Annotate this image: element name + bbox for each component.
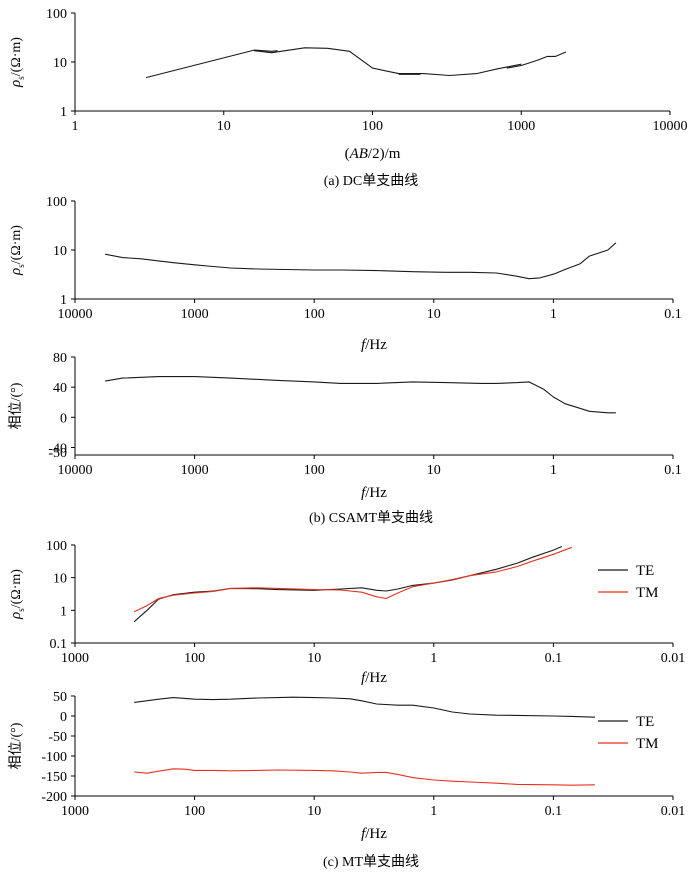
- dc-curve-panel: 1 10 100 1000 10000 1 10 100 (AB/2)/m ρs/(Ω·m): [8, 7, 688, 162]
- legend-label-tm: TM: [636, 736, 659, 752]
- y-tick-label: 1: [60, 293, 67, 308]
- series-line-te: [133, 545, 563, 623]
- x-tick-label: 100: [362, 119, 383, 134]
- y-tick-label: -50: [48, 730, 67, 745]
- x-tick-label: 0.01: [661, 651, 686, 666]
- x-axis-label: f/Hz: [361, 485, 387, 501]
- x-tick-label: 0.1: [545, 804, 563, 819]
- legend-label-tm: TM: [636, 585, 659, 601]
- series-line-0: [105, 376, 616, 414]
- y-tick-label: 80: [53, 351, 67, 366]
- legend-label-te: TE: [636, 563, 654, 579]
- x-tick-label: 1000: [61, 651, 89, 666]
- x-tick-label: 10: [307, 651, 321, 666]
- x-tick-label: 0.1: [664, 307, 682, 322]
- y-axis-label: 相位/(°): [8, 382, 24, 429]
- x-tick-label: 0.1: [664, 463, 682, 478]
- x-tick-label: 1: [430, 804, 437, 819]
- y-tick-label: 0: [60, 710, 67, 725]
- x-axis-label: (AB/2)/m: [345, 146, 401, 162]
- y-tick-label: 1: [60, 604, 67, 619]
- y-tick-label: -200: [41, 790, 67, 805]
- series-line-tm: [133, 546, 573, 613]
- x-tick-label: 1000: [61, 804, 89, 819]
- x-tick-label: 1000: [507, 119, 535, 134]
- y-axis-label: ρs/(Ω·m): [8, 569, 26, 620]
- mt-phase-panel: 1000 100 10 1 0.1 0.01 50 0 -50 -100 -150 -200 f/Hz 相…: [8, 690, 685, 842]
- y-tick-label: -50: [48, 446, 67, 461]
- series-line-0: [104, 242, 617, 280]
- x-tick-label: 10: [427, 463, 441, 478]
- x-tick-label: 100: [304, 307, 325, 322]
- x-tick-label: 0.01: [661, 804, 686, 819]
- y-tick-label: -150: [41, 770, 67, 785]
- caption-mt: (c) MT单支曲线: [323, 854, 419, 870]
- csamt-resistivity-panel: 10000 1000 100 10 1 0.1 1 10 100 f/Hz ρs/(Ω·m): [8, 195, 682, 353]
- x-tick-label: 1: [550, 307, 557, 322]
- x-tick-label: 1000: [181, 463, 209, 478]
- y-tick-label: 10: [53, 244, 67, 259]
- y-tick-label: 100: [46, 539, 67, 554]
- x-axis-label: f/Hz: [361, 337, 387, 353]
- caption-csamt: (b) CSAMT单支曲线: [309, 510, 433, 526]
- x-tick-label: 10: [307, 804, 321, 819]
- x-tick-label: 100: [184, 804, 205, 819]
- x-tick-label: 1: [72, 119, 79, 134]
- legend-label-te: TE: [636, 714, 654, 730]
- csamt-phase-panel: 10000 1000 100 10 1 0.1 80 40 0 -40-50 f/Hz 相位/(°): [8, 351, 682, 501]
- x-tick-label: 10: [217, 119, 231, 134]
- x-tick-label: 1000: [181, 307, 209, 322]
- series-line-te: [134, 696, 595, 718]
- x-axis-label: f/Hz: [361, 826, 387, 842]
- y-tick-label: -40: [48, 441, 67, 456]
- series-line-0: [145, 49, 278, 79]
- caption-dc: (a) DC单支曲线: [324, 173, 419, 189]
- y-axis-label: ρs/(Ω·m): [8, 37, 26, 88]
- mt-resistivity-panel: 1000 100 10 1 0.1 0.01 0.1 1 10 100 f/Hz ρs/(Ω·m) TE…: [8, 539, 685, 686]
- x-tick-label: 10000: [58, 307, 93, 322]
- series-line-tm: [134, 768, 595, 786]
- x-tick-label: 10000: [653, 119, 688, 134]
- y-tick-label: 10: [53, 572, 67, 587]
- y-tick-label: 40: [53, 381, 67, 396]
- y-tick-label: 1: [60, 105, 67, 120]
- series-line-1: [254, 47, 522, 77]
- x-axis-label: f/Hz: [361, 670, 387, 686]
- x-tick-label: 100: [304, 463, 325, 478]
- x-tick-label: 10: [427, 307, 441, 322]
- y-tick-label: 0: [60, 411, 67, 426]
- y-axis-label: 相位/(°): [8, 722, 24, 769]
- y-tick-label: 50: [53, 690, 67, 705]
- x-tick-label: 0.1: [545, 651, 563, 666]
- x-tick-label: 10000: [58, 463, 93, 478]
- y-tick-label: 10: [53, 56, 67, 71]
- y-tick-label: -100: [41, 750, 67, 765]
- y-tick-label: 100: [46, 195, 67, 210]
- y-tick-label: 100: [46, 7, 67, 22]
- x-tick-label: 1: [430, 651, 437, 666]
- x-tick-label: 1: [550, 463, 557, 478]
- series-line-3: [506, 51, 567, 69]
- x-tick-label: 100: [184, 651, 205, 666]
- y-axis-label: ρs/(Ω·m): [8, 225, 26, 276]
- y-tick-label: 0.1: [50, 637, 68, 652]
